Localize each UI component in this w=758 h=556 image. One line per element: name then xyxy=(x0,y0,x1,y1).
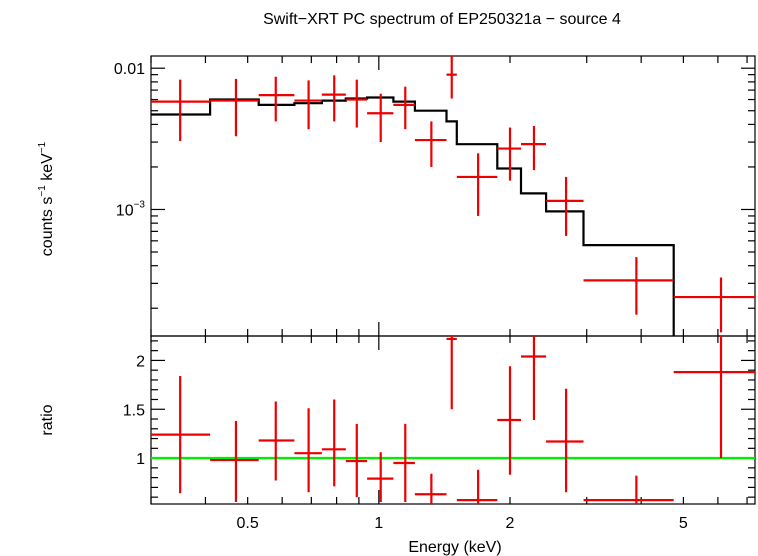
spectrum-data-point xyxy=(456,153,498,216)
spectrum-plot-frame xyxy=(150,55,756,337)
ratio-data-point xyxy=(446,336,457,410)
ratio-y-tick-label: 1 xyxy=(136,451,145,468)
ratio-data-point xyxy=(393,423,415,503)
y-label-part-2: keV xyxy=(39,153,56,185)
ratio-data-point xyxy=(258,401,295,481)
spectrum-data-point xyxy=(583,257,674,315)
x-tick-label: 5 xyxy=(679,515,688,532)
ratio-data-point xyxy=(497,366,522,475)
ratio-data-point xyxy=(210,420,259,503)
ratio-plot-frame xyxy=(150,335,756,505)
ratio-data-point xyxy=(321,399,346,487)
y-label-part-1: counts s xyxy=(39,197,56,257)
spectrum-data-point xyxy=(321,75,346,122)
x-tick-label: 2 xyxy=(506,515,515,532)
ratio-data-point xyxy=(583,475,674,504)
svg-text:counts s−1 keV−1: counts s−1 keV−1 xyxy=(37,141,56,256)
spectrum-data-point xyxy=(393,86,415,130)
spectrum-data-point xyxy=(521,125,547,171)
ratio-data-point xyxy=(673,336,755,459)
spectrum-data-point xyxy=(345,79,368,128)
spectrum-data-point xyxy=(294,80,322,130)
spectrum-y-tick-label: 0.01 xyxy=(114,61,145,78)
chart-title: Swift−XRT PC spectrum of EP250321a − sou… xyxy=(263,11,621,28)
ratio-data-point xyxy=(294,408,322,493)
ratio-data-point xyxy=(367,452,394,503)
x-axis-label: Energy (keV) xyxy=(408,539,501,556)
spectrum-data-point xyxy=(258,76,295,122)
spectrum-data-point xyxy=(546,176,584,236)
ratio-data-point xyxy=(546,388,584,493)
spectrum-panel: 0.01 10−3 xyxy=(114,55,756,337)
spectrum-data-point xyxy=(210,78,259,137)
spectrum-y-axis-label: counts s−1 keV−1 xyxy=(37,141,56,256)
spectrum-data-point xyxy=(151,79,211,142)
ratio-data-point xyxy=(414,473,447,504)
x-tick-label: 0.5 xyxy=(237,515,259,532)
spectrum-data-point xyxy=(673,277,755,333)
ratio-data-point xyxy=(456,469,498,504)
ratio-data-point xyxy=(521,336,547,420)
ratio-y-tick-label: 2 xyxy=(136,353,145,370)
spectrum-data-point xyxy=(497,127,522,181)
spectrum-data-point xyxy=(446,56,457,99)
y-label-superscript-2: −1 xyxy=(37,141,48,153)
ratio-y-tick-label: 1.5 xyxy=(123,402,145,419)
spectrum-data-point xyxy=(414,121,447,167)
spectrum-data-point xyxy=(367,93,394,143)
y-label-superscript-1: −1 xyxy=(37,185,48,197)
ratio-data-point xyxy=(345,423,368,498)
x-tick-label: 1 xyxy=(374,515,383,532)
spectrum-y-tick-label: 10−3 xyxy=(116,199,146,219)
ratio-panel: 1 1.5 2 0.5 1 2 5 xyxy=(123,335,756,532)
model-step-curve xyxy=(151,96,675,336)
ratio-data-point xyxy=(151,376,211,494)
ratio-y-axis-label: ratio xyxy=(39,404,56,435)
